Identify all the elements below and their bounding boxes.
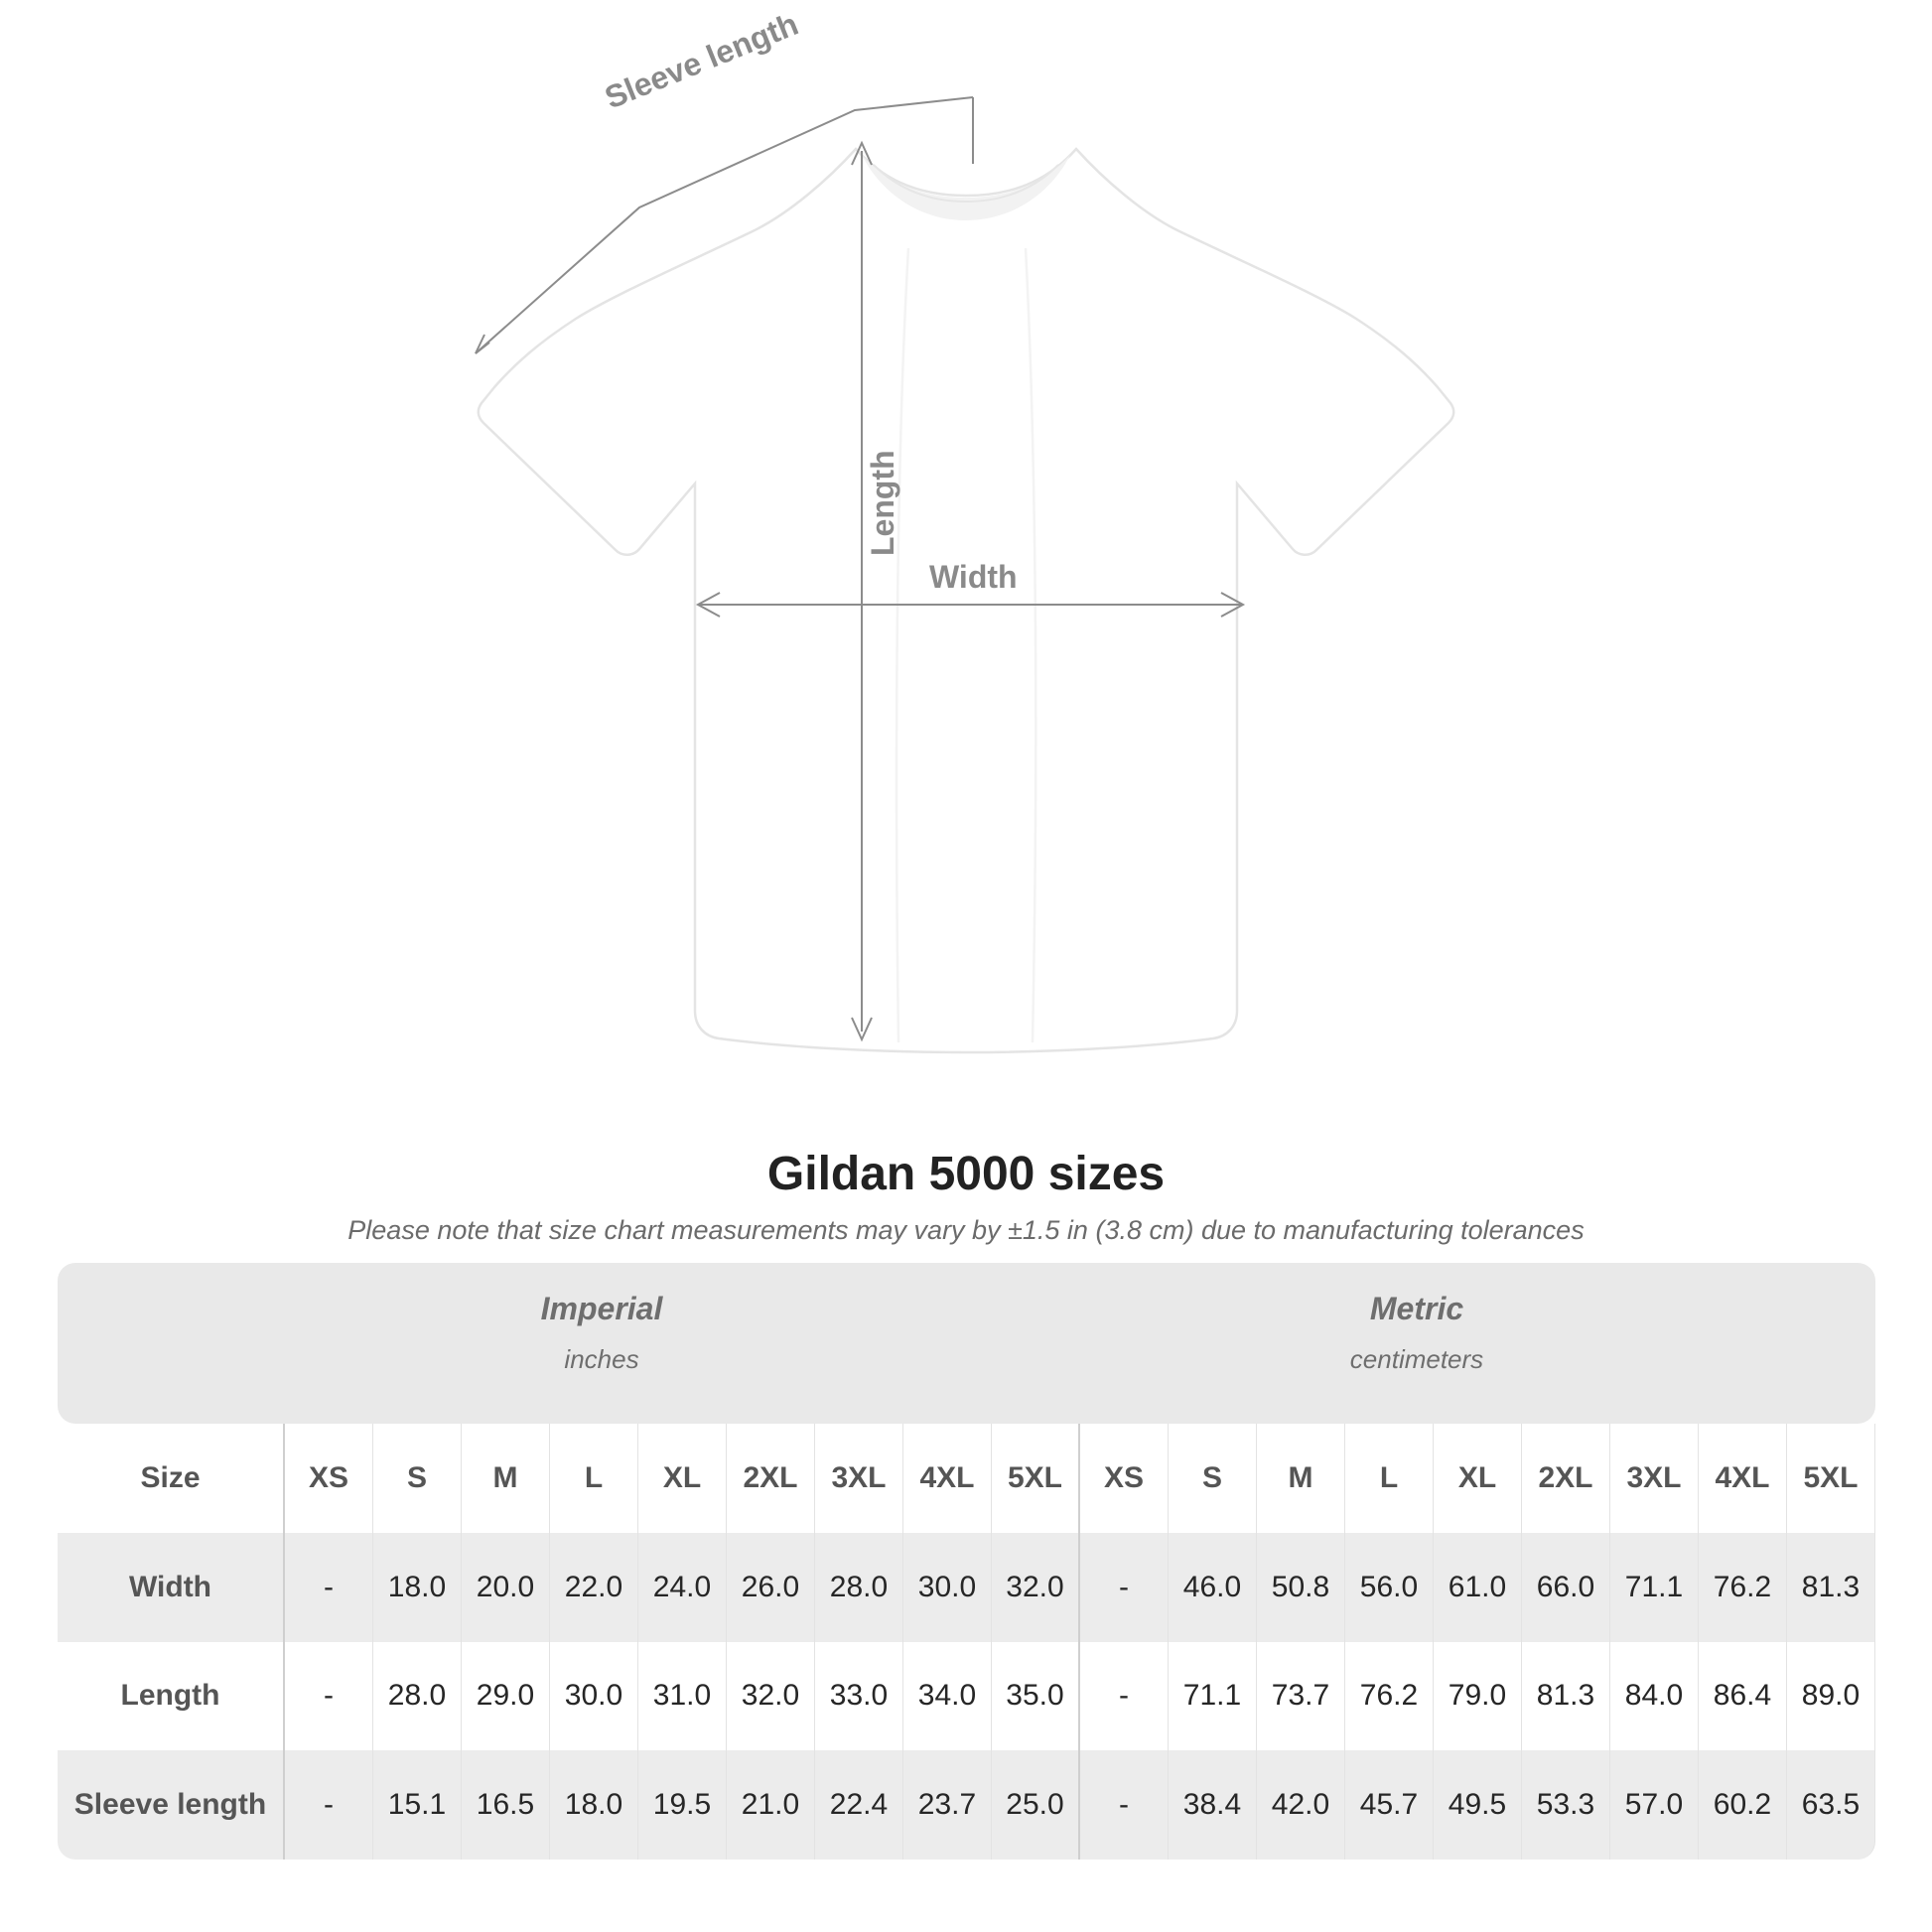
svg-text:Length: Length [865, 450, 900, 556]
svg-text:Sleeve length: Sleeve length [600, 6, 803, 116]
svg-text:Width: Width [929, 559, 1018, 595]
